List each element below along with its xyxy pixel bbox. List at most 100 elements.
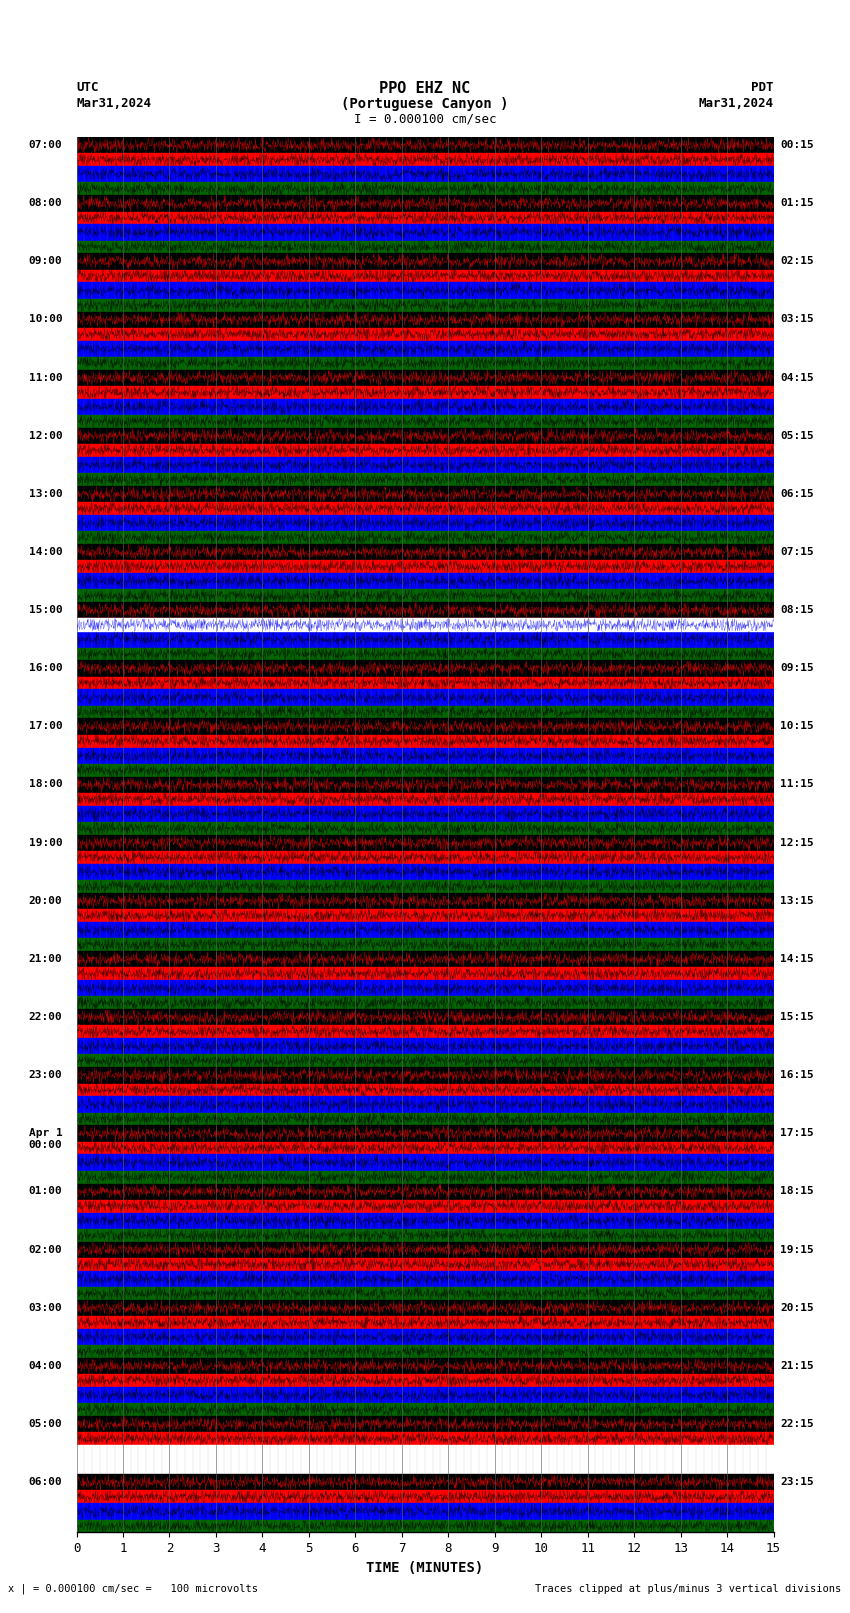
Text: 11:00: 11:00: [29, 373, 63, 382]
Text: UTC: UTC: [76, 81, 99, 94]
Text: 12:00: 12:00: [29, 431, 63, 440]
Bar: [76, 182, 774, 195]
Bar: [76, 647, 774, 660]
Text: 05:00: 05:00: [29, 1419, 63, 1429]
Text: 22:15: 22:15: [780, 1419, 814, 1429]
Bar: [76, 836, 774, 852]
Bar: [76, 894, 774, 910]
Text: Mar31,2024: Mar31,2024: [76, 97, 151, 110]
Text: 01:15: 01:15: [780, 198, 814, 208]
Text: Mar31,2024: Mar31,2024: [699, 97, 774, 110]
Text: 11:15: 11:15: [780, 779, 814, 789]
Bar: [76, 1416, 774, 1432]
Bar: [76, 881, 774, 894]
Bar: [76, 1084, 774, 1097]
X-axis label: TIME (MINUTES): TIME (MINUTES): [366, 1561, 484, 1574]
Bar: [76, 1213, 774, 1229]
Bar: [76, 1200, 774, 1213]
Text: 18:00: 18:00: [29, 779, 63, 789]
Text: Traces clipped at plus/minus 3 vertical divisions: Traces clipped at plus/minus 3 vertical …: [536, 1584, 842, 1594]
Bar: [76, 311, 774, 327]
Bar: [76, 240, 774, 253]
Bar: [76, 981, 774, 997]
Bar: [76, 618, 774, 631]
Bar: [76, 515, 774, 531]
Text: 13:00: 13:00: [29, 489, 63, 498]
Bar: [76, 137, 774, 153]
Text: 21:15: 21:15: [780, 1361, 814, 1371]
Bar: [76, 211, 774, 224]
Text: 14:15: 14:15: [780, 953, 814, 965]
Bar: [76, 195, 774, 211]
Bar: [76, 502, 774, 515]
Text: 08:15: 08:15: [780, 605, 814, 615]
Bar: [76, 805, 774, 823]
Text: 13:15: 13:15: [780, 895, 814, 907]
Text: 09:00: 09:00: [29, 256, 63, 266]
Bar: [76, 776, 774, 794]
Bar: [76, 1155, 774, 1171]
Bar: [76, 386, 774, 398]
Bar: [76, 1097, 774, 1113]
Text: 10:00: 10:00: [29, 315, 63, 324]
Bar: [76, 486, 774, 502]
Bar: [76, 852, 774, 865]
Bar: [76, 1184, 774, 1200]
Bar: [76, 705, 774, 718]
Bar: [76, 736, 774, 747]
Bar: [76, 747, 774, 765]
Bar: [76, 1010, 774, 1026]
Bar: [76, 166, 774, 182]
Text: 03:00: 03:00: [29, 1303, 63, 1313]
Text: 06:00: 06:00: [29, 1478, 63, 1487]
Text: 07:15: 07:15: [780, 547, 814, 556]
Bar: [76, 1403, 774, 1416]
Text: (Portuguese Canyon ): (Portuguese Canyon ): [341, 97, 509, 111]
Bar: [76, 997, 774, 1010]
Bar: [76, 298, 774, 311]
Text: 19:00: 19:00: [29, 837, 63, 848]
Bar: [76, 939, 774, 952]
Text: 17:00: 17:00: [29, 721, 63, 731]
Bar: [76, 1374, 774, 1387]
Text: 23:00: 23:00: [29, 1069, 63, 1081]
Bar: [76, 356, 774, 369]
Text: 20:15: 20:15: [780, 1303, 814, 1313]
Bar: [76, 1316, 774, 1329]
Text: 21:00: 21:00: [29, 953, 63, 965]
Text: 08:00: 08:00: [29, 198, 63, 208]
Text: 05:15: 05:15: [780, 431, 814, 440]
Bar: [76, 923, 774, 939]
Bar: [76, 531, 774, 544]
Text: 02:00: 02:00: [29, 1245, 63, 1255]
Text: 04:15: 04:15: [780, 373, 814, 382]
Bar: [76, 398, 774, 415]
Bar: [76, 1387, 774, 1403]
Bar: [76, 689, 774, 705]
Bar: [76, 968, 774, 981]
Bar: [76, 1026, 774, 1039]
Text: 15:15: 15:15: [780, 1011, 814, 1023]
Text: 10:15: 10:15: [780, 721, 814, 731]
Bar: [76, 1171, 774, 1184]
Bar: [76, 415, 774, 427]
Text: 17:15: 17:15: [780, 1129, 814, 1139]
Bar: [76, 1258, 774, 1271]
Bar: [76, 1039, 774, 1055]
Bar: [76, 718, 774, 736]
Bar: [76, 1126, 774, 1142]
Bar: [76, 427, 774, 444]
Bar: [76, 631, 774, 647]
Bar: [76, 573, 774, 589]
Bar: [76, 1490, 774, 1503]
Bar: [76, 444, 774, 456]
Bar: [76, 589, 774, 602]
Bar: [76, 602, 774, 618]
Bar: [76, 369, 774, 386]
Text: 12:15: 12:15: [780, 837, 814, 848]
Text: 15:00: 15:00: [29, 605, 63, 615]
Bar: [76, 1345, 774, 1358]
Bar: [76, 269, 774, 282]
Text: 04:00: 04:00: [29, 1361, 63, 1371]
Text: 07:00: 07:00: [29, 140, 63, 150]
